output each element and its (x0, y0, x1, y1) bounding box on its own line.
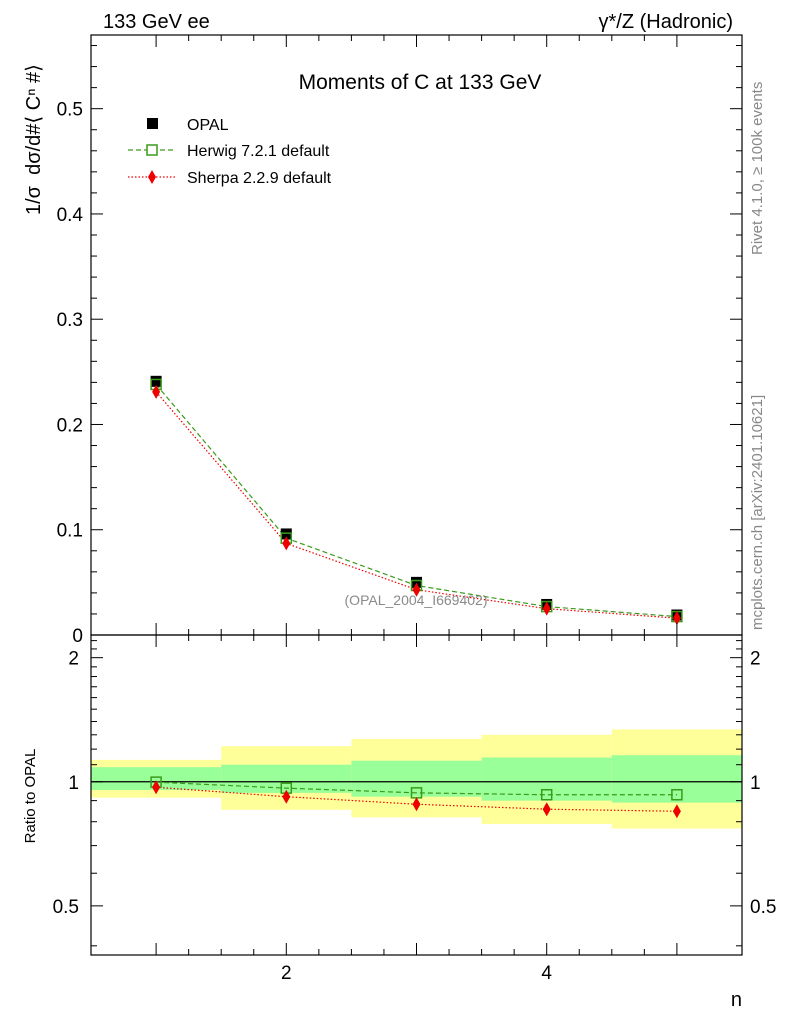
opal-point (150, 375, 162, 387)
main-title: Moments of C at 133 GeV (299, 71, 542, 94)
legend-sherpa-marker (148, 170, 156, 184)
rivet-version-label: Rivet 4.1.0, ≥ 100k events (749, 82, 766, 255)
ratio-y-tick-label: 2 (68, 649, 79, 670)
mcplots-label: mcplots.cern.ch [arXiv:2401.10621] (749, 395, 766, 630)
ratio-y-tick-label-right: 2 (750, 649, 761, 670)
sherpa-ratio-point (152, 780, 161, 795)
legend-opal-label: OPAL (187, 117, 229, 134)
sherpa-ratio-point (672, 804, 681, 819)
ratio-axes: 0.5 0.5 1 1 2 2 2 4 (53, 634, 776, 984)
legend-item-sherpa: Sherpa 2.2.9 default (128, 170, 332, 187)
y-tick-label: 0.5 (57, 100, 83, 121)
ratio-band-inner (351, 760, 482, 797)
ratio-band-inner (611, 755, 742, 803)
ratio-y-tick-label-right: 0.5 (750, 897, 776, 918)
herwig-ratio-line (156, 781, 677, 796)
header-right-label: γ*/Z (Hadronic) (599, 11, 733, 33)
opal-point (280, 528, 292, 540)
legend-herwig-label: Herwig 7.2.1 default (187, 143, 330, 160)
analysis-label: (OPAL_2004_I669402) (345, 592, 488, 608)
legend-herwig-marker (146, 144, 158, 156)
main-axes: 0 0.1 0.2 0.3 0.4 0.5 (57, 34, 743, 647)
x-tick-label: 4 (541, 963, 552, 984)
y-tick-label: 0.1 (57, 521, 83, 542)
sherpa-point (542, 601, 551, 616)
ratio-band-inner (481, 757, 612, 801)
ratio-y-tick-label: 1 (68, 773, 79, 794)
sherpa-point (152, 384, 161, 399)
ratio-y-tick-label: 0.5 (53, 897, 79, 918)
y-tick-label: 0.3 (57, 310, 83, 331)
ratio-y-axis-label: Ratio to OPAL (22, 749, 39, 844)
sherpa-ratio-point (282, 789, 291, 804)
herwig-ratio-point (540, 789, 553, 801)
sherpa-ratio-point (542, 802, 551, 817)
sherpa-point (282, 536, 291, 551)
sherpa-line (155, 391, 677, 619)
sherpa-point (672, 611, 681, 626)
main-y-axis-label: 1/σ dσ/d#⟨ Cⁿ #⟩ (23, 64, 45, 215)
x-tick-label: 2 (281, 963, 292, 984)
legend-item-herwig: Herwig 7.2.1 default (128, 143, 330, 160)
legend: OPAL Herwig 7.2.1 default Sherpa 2.2.9 d… (128, 117, 332, 187)
legend-item-opal: OPAL (147, 117, 229, 134)
ratio-series (150, 776, 683, 819)
y-tick-label: 0.2 (57, 415, 83, 436)
header-left-label: 133 GeV ee (103, 11, 210, 33)
sherpa-ratio-point (412, 797, 421, 812)
ratio-band-inner (91, 767, 222, 791)
ratio-y-tick-label-right: 1 (750, 773, 761, 794)
y-tick-label: 0.4 (57, 205, 84, 226)
legend-sherpa-label: Sherpa 2.2.9 default (187, 170, 332, 187)
sherpa-ratio-line (156, 786, 677, 812)
herwig-ratio-point (671, 789, 683, 801)
sherpa-point (412, 582, 421, 597)
opal-point (411, 576, 422, 588)
y-tick-label: 0 (72, 626, 83, 647)
legend-opal-marker (147, 118, 158, 129)
main-series (150, 375, 683, 626)
x-axis-label: n (731, 989, 742, 1011)
ratio-uncertainty-bands (91, 729, 742, 829)
